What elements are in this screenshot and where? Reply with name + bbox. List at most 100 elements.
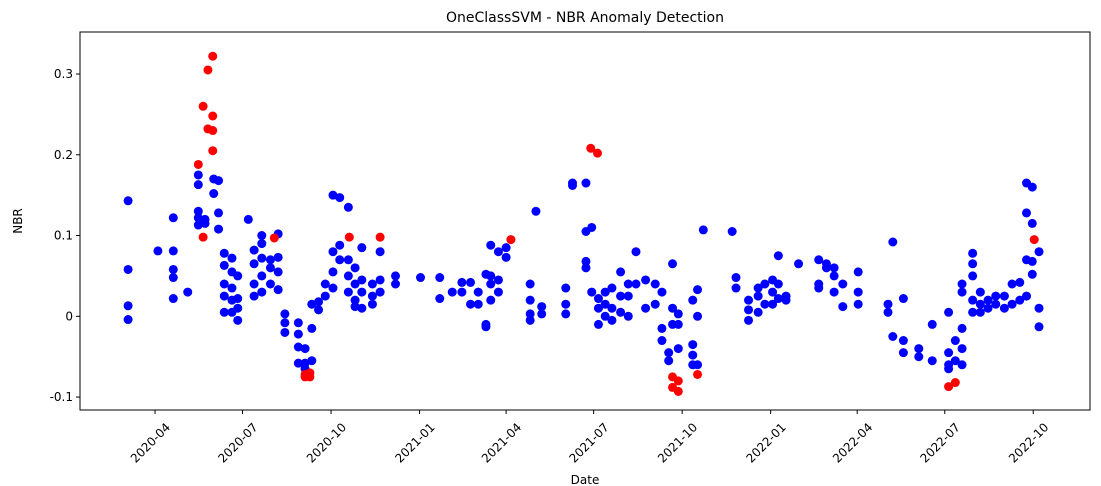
- point: [587, 222, 597, 232]
- point: [357, 287, 367, 297]
- point: [727, 227, 737, 236]
- point: [486, 295, 496, 305]
- point: [203, 65, 213, 75]
- point: [123, 315, 133, 325]
- plot-frame: [79, 31, 1091, 411]
- point: [944, 382, 954, 392]
- point: [193, 213, 203, 223]
- point: [300, 344, 310, 354]
- point: [219, 307, 229, 317]
- point: [957, 323, 967, 333]
- point: [233, 294, 243, 304]
- point: [265, 279, 275, 289]
- point: [561, 309, 571, 319]
- point: [227, 283, 237, 293]
- point: [328, 247, 338, 257]
- point: [587, 287, 597, 297]
- point: [208, 146, 218, 156]
- point: [898, 294, 908, 304]
- point: [265, 255, 275, 265]
- point: [607, 315, 617, 325]
- point: [193, 159, 203, 169]
- point: [968, 295, 978, 305]
- point: [794, 259, 804, 269]
- point: [814, 283, 824, 293]
- point: [350, 295, 360, 305]
- point: [693, 311, 703, 321]
- point: [343, 287, 353, 297]
- point: [481, 322, 491, 332]
- point: [853, 299, 863, 309]
- point: [650, 299, 660, 309]
- point: [367, 299, 377, 309]
- point: [219, 248, 229, 258]
- y-tick-label: -0.1: [50, 390, 73, 404]
- point: [343, 255, 353, 265]
- point: [269, 233, 279, 243]
- point: [506, 235, 516, 245]
- point: [280, 318, 290, 328]
- point: [975, 299, 985, 309]
- point: [314, 297, 324, 307]
- point: [883, 307, 893, 317]
- point: [664, 348, 674, 358]
- point: [673, 344, 683, 354]
- point: [773, 251, 783, 261]
- point: [168, 294, 178, 304]
- point: [744, 305, 754, 315]
- point: [168, 273, 178, 283]
- point: [760, 299, 770, 309]
- point: [357, 303, 367, 313]
- point: [328, 267, 338, 277]
- point: [537, 302, 547, 312]
- x-axis-label: Date: [571, 473, 600, 486]
- point: [168, 246, 178, 256]
- point: [968, 259, 978, 269]
- point: [305, 372, 315, 382]
- point: [561, 283, 571, 293]
- point: [486, 271, 496, 281]
- point: [883, 299, 893, 309]
- point: [821, 263, 831, 273]
- point: [641, 275, 651, 285]
- point: [466, 277, 476, 287]
- point: [975, 307, 985, 317]
- point: [501, 252, 511, 262]
- point: [1027, 182, 1037, 192]
- point: [1007, 279, 1017, 289]
- point: [486, 240, 496, 250]
- point: [123, 301, 133, 311]
- point: [525, 315, 535, 325]
- point: [193, 170, 203, 180]
- point: [367, 291, 377, 301]
- point: [600, 287, 610, 297]
- point: [688, 340, 698, 350]
- point: [898, 348, 908, 358]
- point: [249, 279, 259, 289]
- point: [814, 255, 824, 265]
- point: [214, 224, 224, 234]
- point: [375, 275, 385, 285]
- point: [581, 178, 591, 188]
- point: [731, 283, 741, 293]
- point: [501, 243, 511, 253]
- point: [657, 336, 667, 346]
- point: [927, 356, 937, 366]
- point: [1029, 235, 1039, 245]
- point: [607, 283, 617, 293]
- point: [273, 285, 283, 295]
- point: [829, 263, 839, 273]
- point: [673, 309, 683, 319]
- point: [983, 303, 993, 313]
- point: [168, 264, 178, 274]
- point: [214, 208, 224, 218]
- point: [657, 287, 667, 297]
- point: [616, 307, 626, 317]
- point: [744, 295, 754, 305]
- point: [375, 232, 385, 242]
- point: [1027, 256, 1037, 266]
- point: [486, 279, 496, 289]
- point: [968, 307, 978, 317]
- point: [744, 315, 754, 325]
- point: [293, 342, 303, 352]
